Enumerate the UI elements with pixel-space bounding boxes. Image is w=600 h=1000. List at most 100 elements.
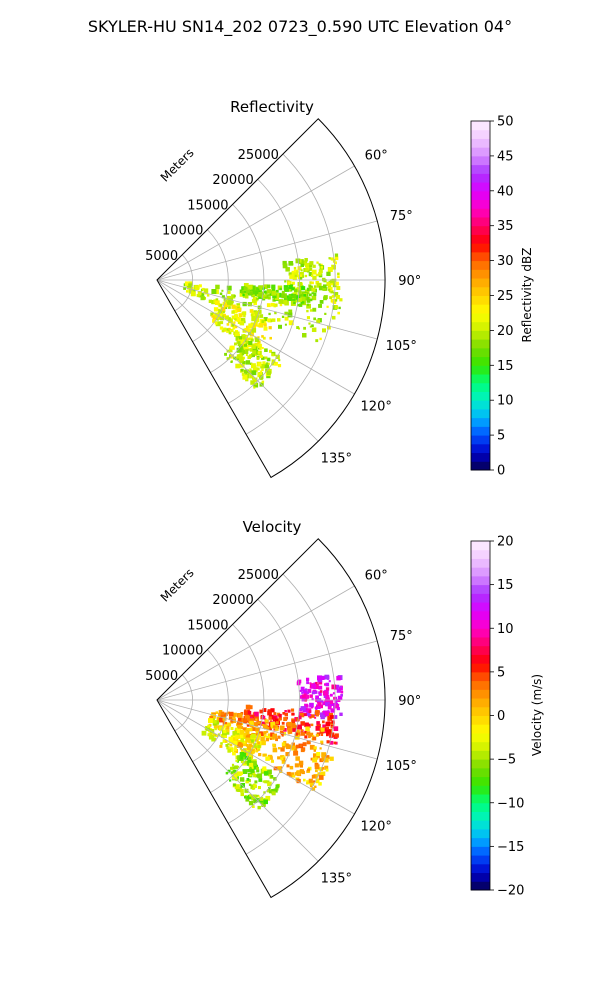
echo-pixel (311, 292, 314, 295)
echo-pixel (306, 711, 311, 716)
echo-pixel (306, 782, 309, 785)
echo-pixel (309, 293, 312, 297)
echo-pixel (235, 363, 240, 369)
echo-pixel (298, 303, 303, 307)
echo-pixel (215, 711, 219, 714)
echo-pixel (234, 745, 237, 748)
echo-pixel (243, 283, 249, 288)
colorbar-tick-label: 0 (497, 464, 505, 479)
echo-pixel (307, 688, 312, 693)
echo-pixel (248, 370, 252, 375)
echo-pixel (251, 715, 255, 718)
echo-pixel (240, 339, 246, 345)
echo-pixel (231, 294, 236, 299)
echo-pixel (322, 328, 326, 333)
echo-pixel (236, 744, 241, 748)
echo-pixel (317, 675, 322, 681)
echo-pixel (247, 711, 252, 715)
echo-pixel (296, 326, 300, 329)
echo-pixel (248, 285, 253, 290)
echo-pixel (315, 778, 320, 783)
echo-pixel (234, 316, 238, 321)
echo-pixel (325, 711, 330, 717)
echo-pixel (295, 744, 300, 749)
echo-pixel (299, 744, 303, 748)
echo-pixel (211, 289, 217, 294)
echo-pixel (213, 307, 219, 312)
echo-pixel (243, 343, 248, 347)
echo-pixel (287, 280, 290, 283)
echo-pixel (326, 281, 331, 286)
echo-pixel (311, 269, 317, 275)
colorbar-bin (471, 356, 490, 366)
echo-pixel (251, 311, 255, 315)
echo-pixel (236, 317, 241, 322)
echo-pixel (251, 285, 256, 290)
echo-pixel (280, 747, 285, 752)
echo-pixel (315, 681, 318, 685)
echo-pixel (306, 681, 309, 685)
echo-pixel (244, 327, 249, 332)
polar-grid (156, 153, 385, 442)
echo-pixel (246, 745, 252, 750)
echo-pixel (218, 710, 223, 714)
echo-pixel (318, 680, 323, 685)
echo-pixel (235, 759, 238, 762)
echo-pixel (251, 795, 256, 801)
echo-pixel (265, 795, 271, 801)
echo-pixel (306, 287, 311, 292)
echo-pixel (255, 766, 259, 770)
colorbar-bin (471, 121, 490, 131)
echo-pixel (304, 296, 309, 301)
echo-pixel (323, 296, 327, 301)
echo-pixel (318, 691, 322, 695)
echo-pixel (218, 717, 224, 723)
echo-pixel (315, 733, 319, 737)
echo-pixel (328, 712, 334, 718)
echo-pixel (243, 345, 247, 349)
echo-pixel (314, 707, 318, 710)
echo-pixel (318, 782, 322, 786)
echo-pixel (300, 729, 303, 732)
echo-pixel (245, 716, 250, 721)
echo-pixel (299, 690, 302, 692)
colorbar-tick-label: 10 (497, 394, 514, 409)
echo-pixel (300, 706, 305, 711)
echo-pixel (287, 728, 292, 733)
echo-pixel (326, 729, 331, 735)
echo-pixel (231, 763, 235, 766)
colorbar-bin (471, 225, 490, 235)
echo-pixel (309, 682, 312, 685)
echo-pixel (252, 346, 256, 349)
echo-pixel (288, 261, 294, 266)
echo-pixel (297, 679, 302, 684)
echo-pixel (271, 288, 276, 293)
colorbar-bin (471, 260, 490, 270)
echo-pixel (294, 274, 297, 277)
echo-pixel (264, 753, 267, 757)
echo-pixel (309, 325, 312, 328)
echo-pixel (271, 284, 276, 289)
echo-pixel (224, 302, 229, 308)
echo-pixel (320, 771, 326, 776)
echo-pixel (254, 780, 258, 784)
echo-pixel (331, 315, 336, 320)
echo-pixel (222, 313, 226, 318)
colorbar-bin (471, 417, 490, 427)
echo-pixel (239, 726, 244, 730)
echo-pixel (326, 733, 329, 737)
echo-pixel (248, 343, 252, 348)
colorbar-bin (471, 776, 490, 786)
echo-pixel (306, 296, 310, 300)
echo-pixel (324, 765, 328, 769)
colorbar-bin (471, 558, 490, 568)
echo-pixel (299, 764, 303, 768)
echo-pixel (237, 765, 240, 768)
echo-pixel (236, 720, 242, 726)
range-ring (245, 573, 336, 855)
colorbar-bin (471, 654, 490, 664)
echo-pixel (305, 694, 310, 699)
echo-pixel (281, 742, 286, 746)
echo-pixel (235, 787, 241, 792)
echo-pixel (288, 293, 294, 299)
